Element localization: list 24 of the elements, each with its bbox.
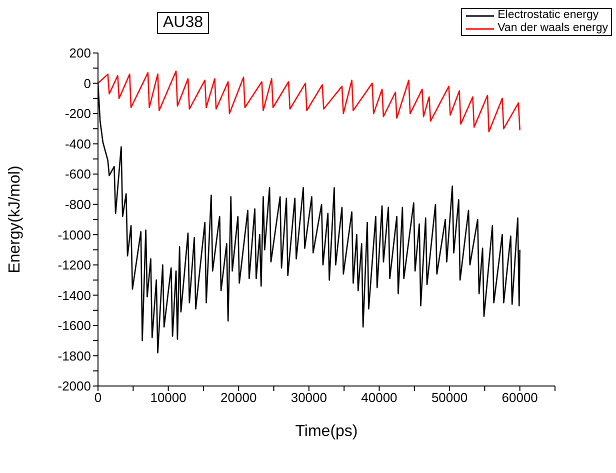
y-tick-label: -1400 <box>58 288 91 303</box>
y-tick-label: -2000 <box>58 378 91 394</box>
x-tick-label: 50000 <box>431 390 468 406</box>
y-axis-title: Energy(kJ/mol) <box>6 166 24 274</box>
y-tick-label: 0 <box>84 76 91 91</box>
y-tick-label: -1000 <box>58 227 91 242</box>
x-tick-label: 60000 <box>502 390 538 406</box>
y-tick-label: -800 <box>64 196 91 212</box>
y-tick-label: -600 <box>64 166 91 182</box>
x-tick-label: 30000 <box>290 390 327 406</box>
x-tick-label: 0 <box>94 390 102 406</box>
x-axis-title: Time(ps) <box>295 423 358 440</box>
chart-title: AU38 <box>157 12 210 34</box>
x-tick-label: 20000 <box>220 390 257 406</box>
y-tick-label: -200 <box>64 106 91 122</box>
y-tick-label: -1800 <box>58 348 91 364</box>
x-tick-label: 10000 <box>150 390 186 406</box>
x-tick-label: 40000 <box>361 390 398 406</box>
legend-label: Van der waals energy <box>498 22 608 35</box>
legend-label: Electrostatic energy <box>498 9 599 22</box>
y-tick-label: -1200 <box>58 258 91 273</box>
y-tick-label: -1600 <box>58 318 91 334</box>
y-tick-label: 200 <box>69 46 91 61</box>
y-tick-label: -400 <box>64 136 91 152</box>
